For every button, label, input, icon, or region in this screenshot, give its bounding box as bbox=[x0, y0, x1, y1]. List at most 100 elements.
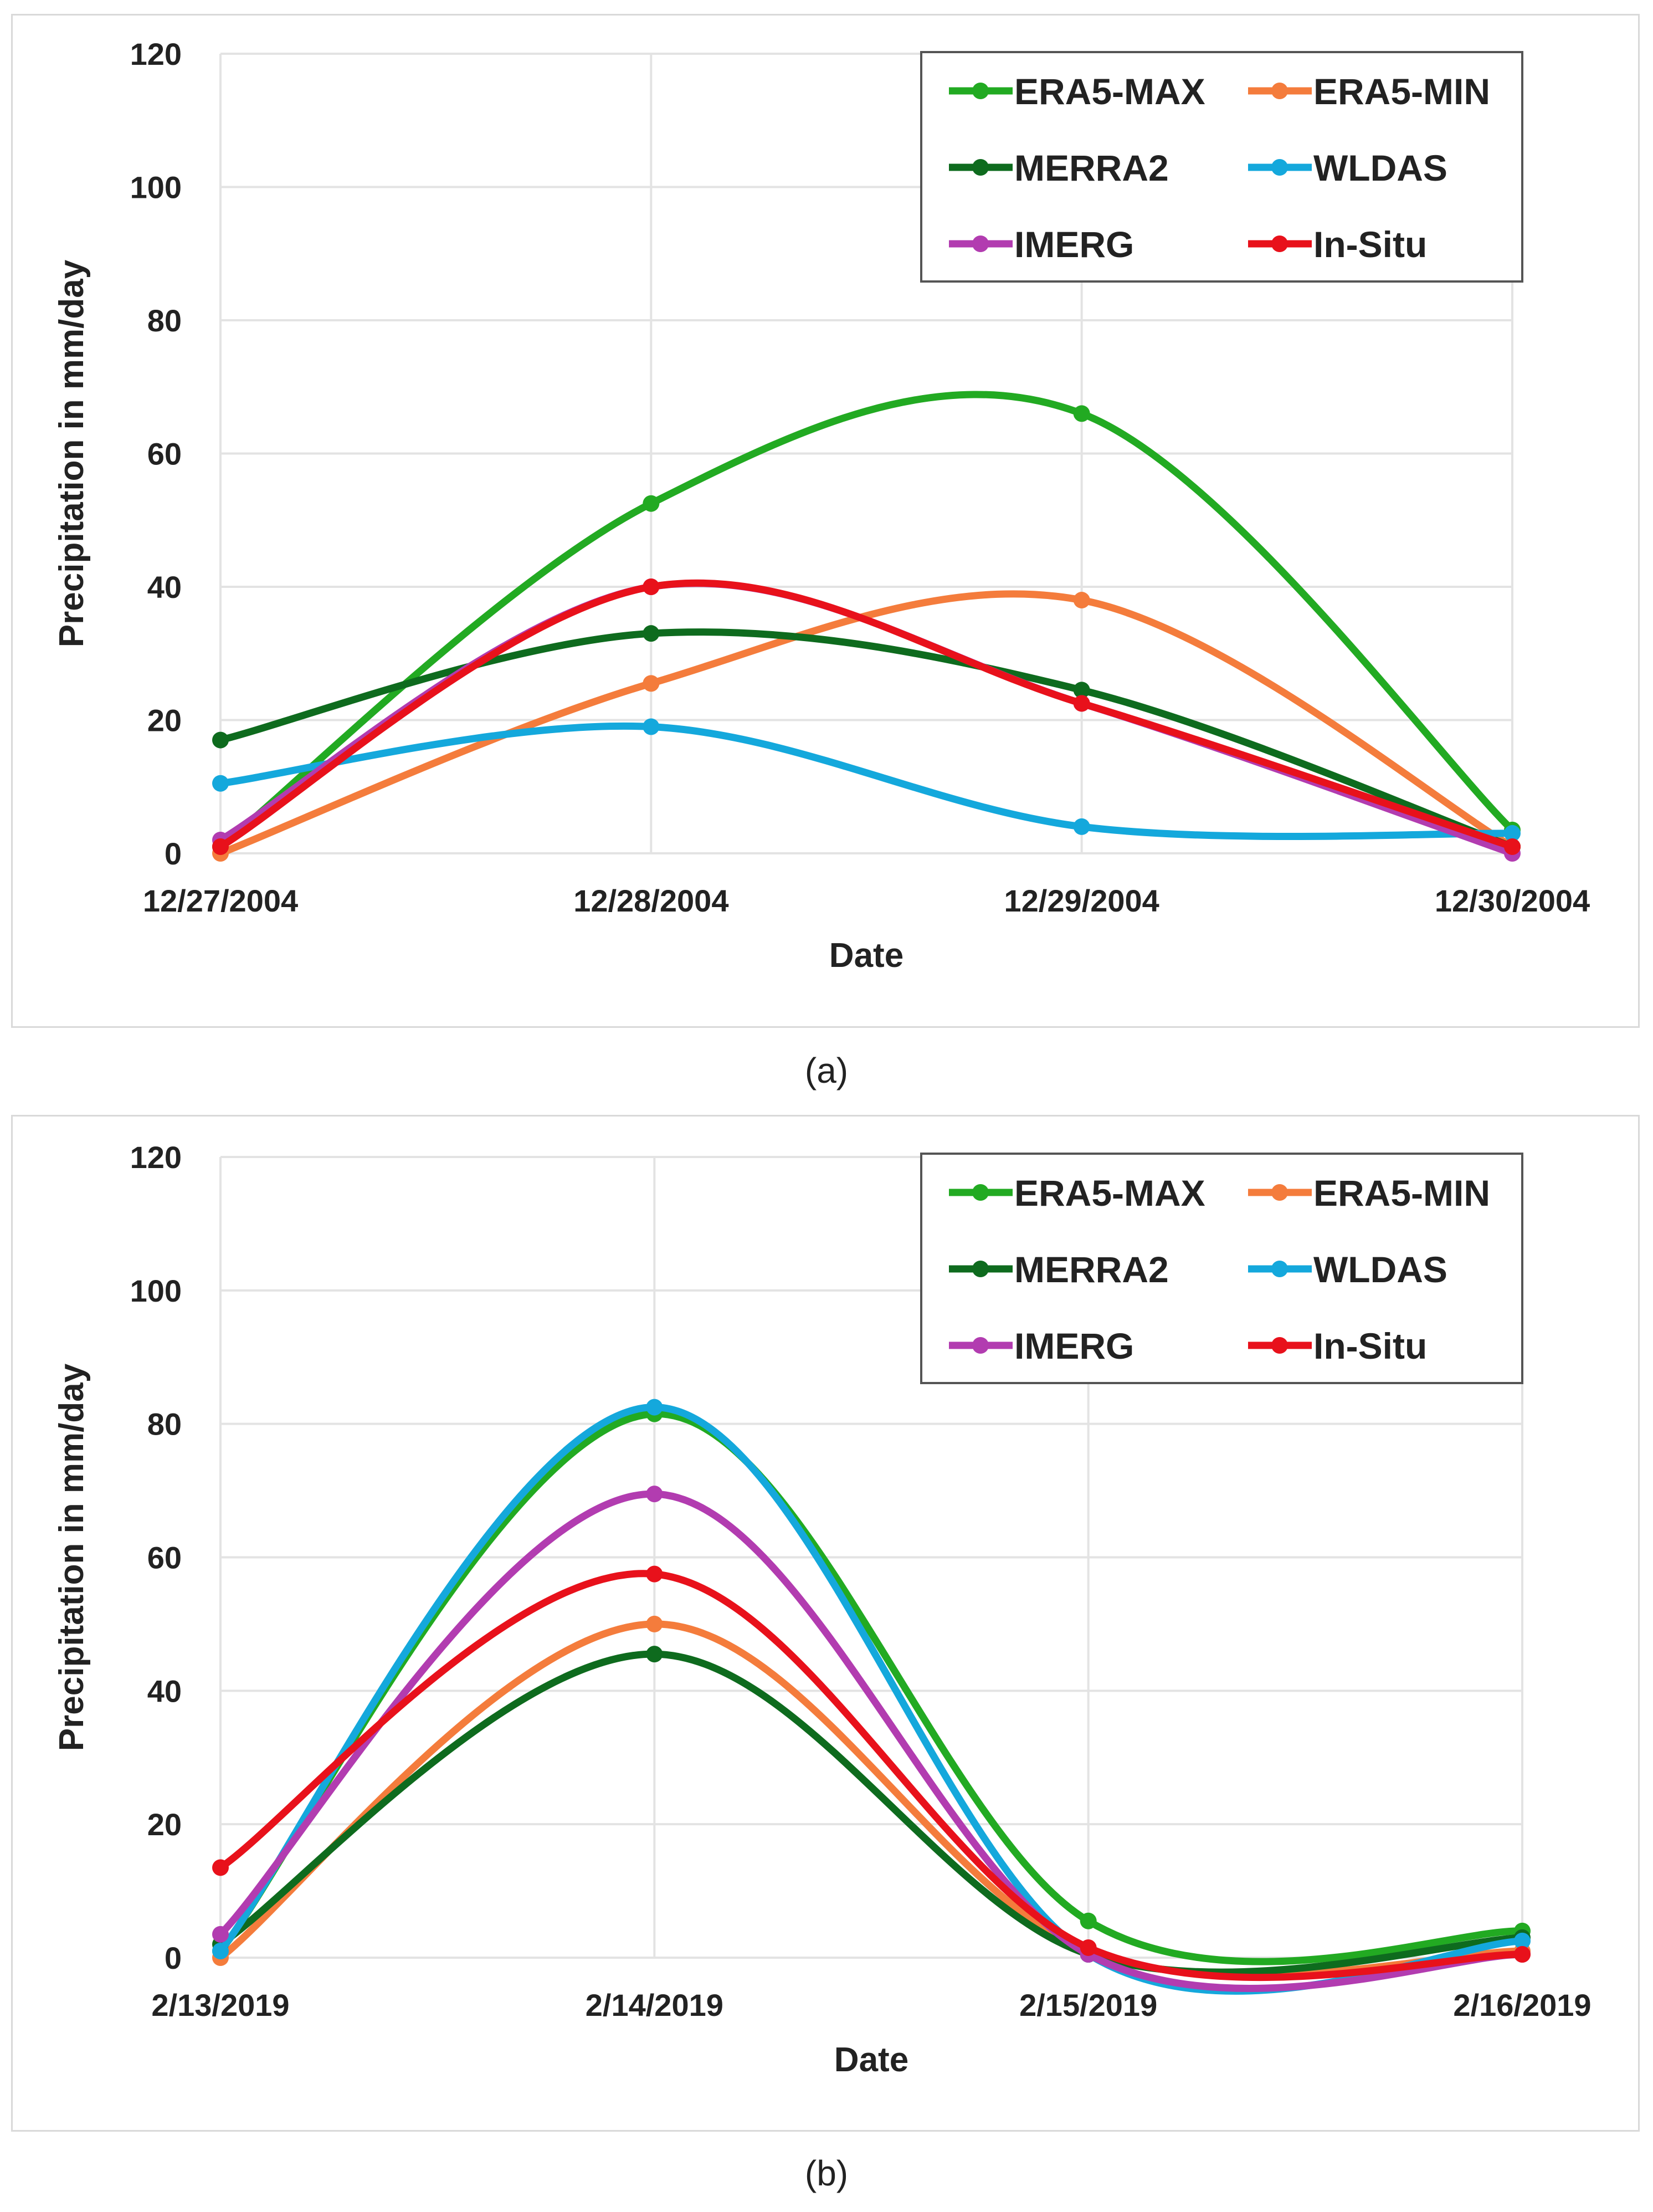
data-point bbox=[646, 1486, 663, 1503]
legend-label: IMERG bbox=[1014, 1325, 1134, 1366]
x-tick-label: 2/13/2019 bbox=[151, 1988, 289, 2022]
legend-label: IMERG bbox=[1014, 224, 1134, 265]
y-tick-label: 80 bbox=[147, 1407, 182, 1442]
legend-label: MERRA2 bbox=[1014, 147, 1169, 188]
legend-marker bbox=[972, 1184, 989, 1201]
legend-marker bbox=[972, 1337, 989, 1354]
x-tick-label: 12/28/2004 bbox=[573, 883, 728, 918]
data-point bbox=[1073, 695, 1090, 712]
y-tick-label: 60 bbox=[147, 437, 182, 472]
y-tick-label: 0 bbox=[165, 836, 182, 871]
x-tick-label: 2/16/2019 bbox=[1453, 1988, 1591, 2022]
data-point bbox=[643, 578, 660, 595]
caption-a: (a) bbox=[804, 1051, 849, 1090]
chart-1: 0 20 40 60 80 100 120 2/13/2019 2/14/2019 2/15/20… bbox=[53, 1140, 1592, 2079]
x-tick-label: 12/29/2004 bbox=[1004, 883, 1159, 918]
data-point bbox=[1514, 1945, 1531, 1963]
legend-label: ERA5-MIN bbox=[1313, 1172, 1490, 1213]
data-point bbox=[212, 838, 229, 855]
y-tick-label: 120 bbox=[130, 37, 182, 71]
legend: ERA5-MAX ERA5-MIN MERRA2 WLDAS IMERG In-Situ bbox=[920, 1153, 1523, 1384]
data-point bbox=[212, 775, 229, 792]
data-point bbox=[646, 1399, 663, 1416]
legend-marker bbox=[1271, 235, 1288, 252]
legend-marker bbox=[1271, 1337, 1288, 1354]
series-line bbox=[217, 628, 1516, 851]
legend-marker bbox=[972, 83, 989, 99]
data-point bbox=[643, 675, 660, 692]
legend-label: ERA5-MAX bbox=[1014, 71, 1205, 112]
legend-box bbox=[920, 1153, 1523, 1384]
legend-label: ERA5-MIN bbox=[1313, 71, 1490, 112]
series-in-situ bbox=[212, 1565, 1531, 1981]
y-tick-label: 60 bbox=[147, 1540, 182, 1575]
legend-marker bbox=[972, 235, 989, 252]
x-tick-label: 2/14/2019 bbox=[586, 1988, 723, 2022]
series-line bbox=[217, 722, 1516, 840]
series-line bbox=[217, 1650, 1526, 1976]
chart-0: 0 20 40 60 80 100 120 12/27/2004 12/28/2004 12/29… bbox=[53, 37, 1590, 975]
y-tick-label: 100 bbox=[130, 170, 182, 205]
legend: ERA5-MAX ERA5-MIN MERRA2 WLDAS IMERG In-Situ bbox=[920, 51, 1523, 283]
data-point bbox=[1073, 405, 1090, 422]
data-point bbox=[212, 731, 229, 749]
data-point bbox=[1073, 818, 1090, 835]
data-point bbox=[1080, 1912, 1097, 1929]
series-line bbox=[217, 1410, 1526, 1965]
y-tick-label: 80 bbox=[147, 303, 182, 338]
x-tick-label: 12/27/2004 bbox=[143, 883, 298, 918]
data-point bbox=[1073, 592, 1090, 609]
legend-marker bbox=[1271, 1184, 1288, 1201]
data-point bbox=[643, 718, 660, 735]
series-line bbox=[217, 579, 1516, 851]
series-line bbox=[217, 590, 1516, 857]
y-axis-title: Precipitation in mm/day bbox=[53, 259, 91, 647]
legend-label: ERA5-MAX bbox=[1014, 1172, 1205, 1213]
caption-b: (b) bbox=[804, 2153, 849, 2193]
data-point bbox=[646, 1646, 663, 1663]
data-point bbox=[1504, 825, 1521, 842]
legend-box bbox=[920, 51, 1523, 283]
y-tick-label: 40 bbox=[147, 570, 182, 605]
data-point bbox=[1514, 1932, 1531, 1949]
series-era5-min bbox=[212, 590, 1521, 862]
legend-label: WLDAS bbox=[1313, 147, 1447, 188]
legend-label: WLDAS bbox=[1313, 1249, 1447, 1290]
legend-marker bbox=[972, 1261, 989, 1277]
series-in-situ bbox=[212, 578, 1521, 855]
series-line bbox=[217, 1570, 1526, 1981]
data-point bbox=[646, 1565, 663, 1583]
data-point bbox=[212, 1926, 229, 1943]
y-tick-label: 120 bbox=[130, 1140, 182, 1175]
series-era5-min bbox=[212, 1615, 1531, 1979]
y-tick-label: 20 bbox=[147, 1807, 182, 1842]
y-tick-label: 0 bbox=[165, 1940, 182, 1975]
y-tick-label: 100 bbox=[130, 1273, 182, 1308]
y-tick-label: 20 bbox=[147, 703, 182, 738]
data-point bbox=[646, 1615, 663, 1632]
x-tick-label: 2/15/2019 bbox=[1019, 1988, 1157, 2022]
x-tick-label: 12/30/2004 bbox=[1435, 883, 1590, 918]
legend-label: In-Situ bbox=[1313, 224, 1427, 265]
x-axis-title: Date bbox=[834, 2041, 908, 2079]
data-point bbox=[643, 625, 660, 642]
data-point bbox=[643, 495, 660, 512]
x-axis-title: Date bbox=[829, 936, 903, 975]
legend-label: MERRA2 bbox=[1014, 1249, 1169, 1290]
data-point bbox=[212, 1859, 229, 1876]
data-point bbox=[1504, 838, 1521, 855]
y-tick-label: 40 bbox=[147, 1673, 182, 1708]
series-wldas bbox=[212, 718, 1521, 842]
data-point bbox=[1080, 1939, 1097, 1956]
legend-marker bbox=[1271, 83, 1288, 99]
data-point bbox=[1073, 682, 1090, 699]
legend-label: In-Situ bbox=[1313, 1325, 1427, 1366]
series-merra2 bbox=[212, 625, 1521, 855]
legend-marker bbox=[972, 159, 989, 176]
legend-marker bbox=[1271, 1261, 1288, 1277]
series-line bbox=[217, 1490, 1526, 1993]
legend-marker bbox=[1271, 159, 1288, 176]
y-axis-title: Precipitation in mm/day bbox=[53, 1363, 91, 1751]
data-point bbox=[212, 1942, 229, 1959]
